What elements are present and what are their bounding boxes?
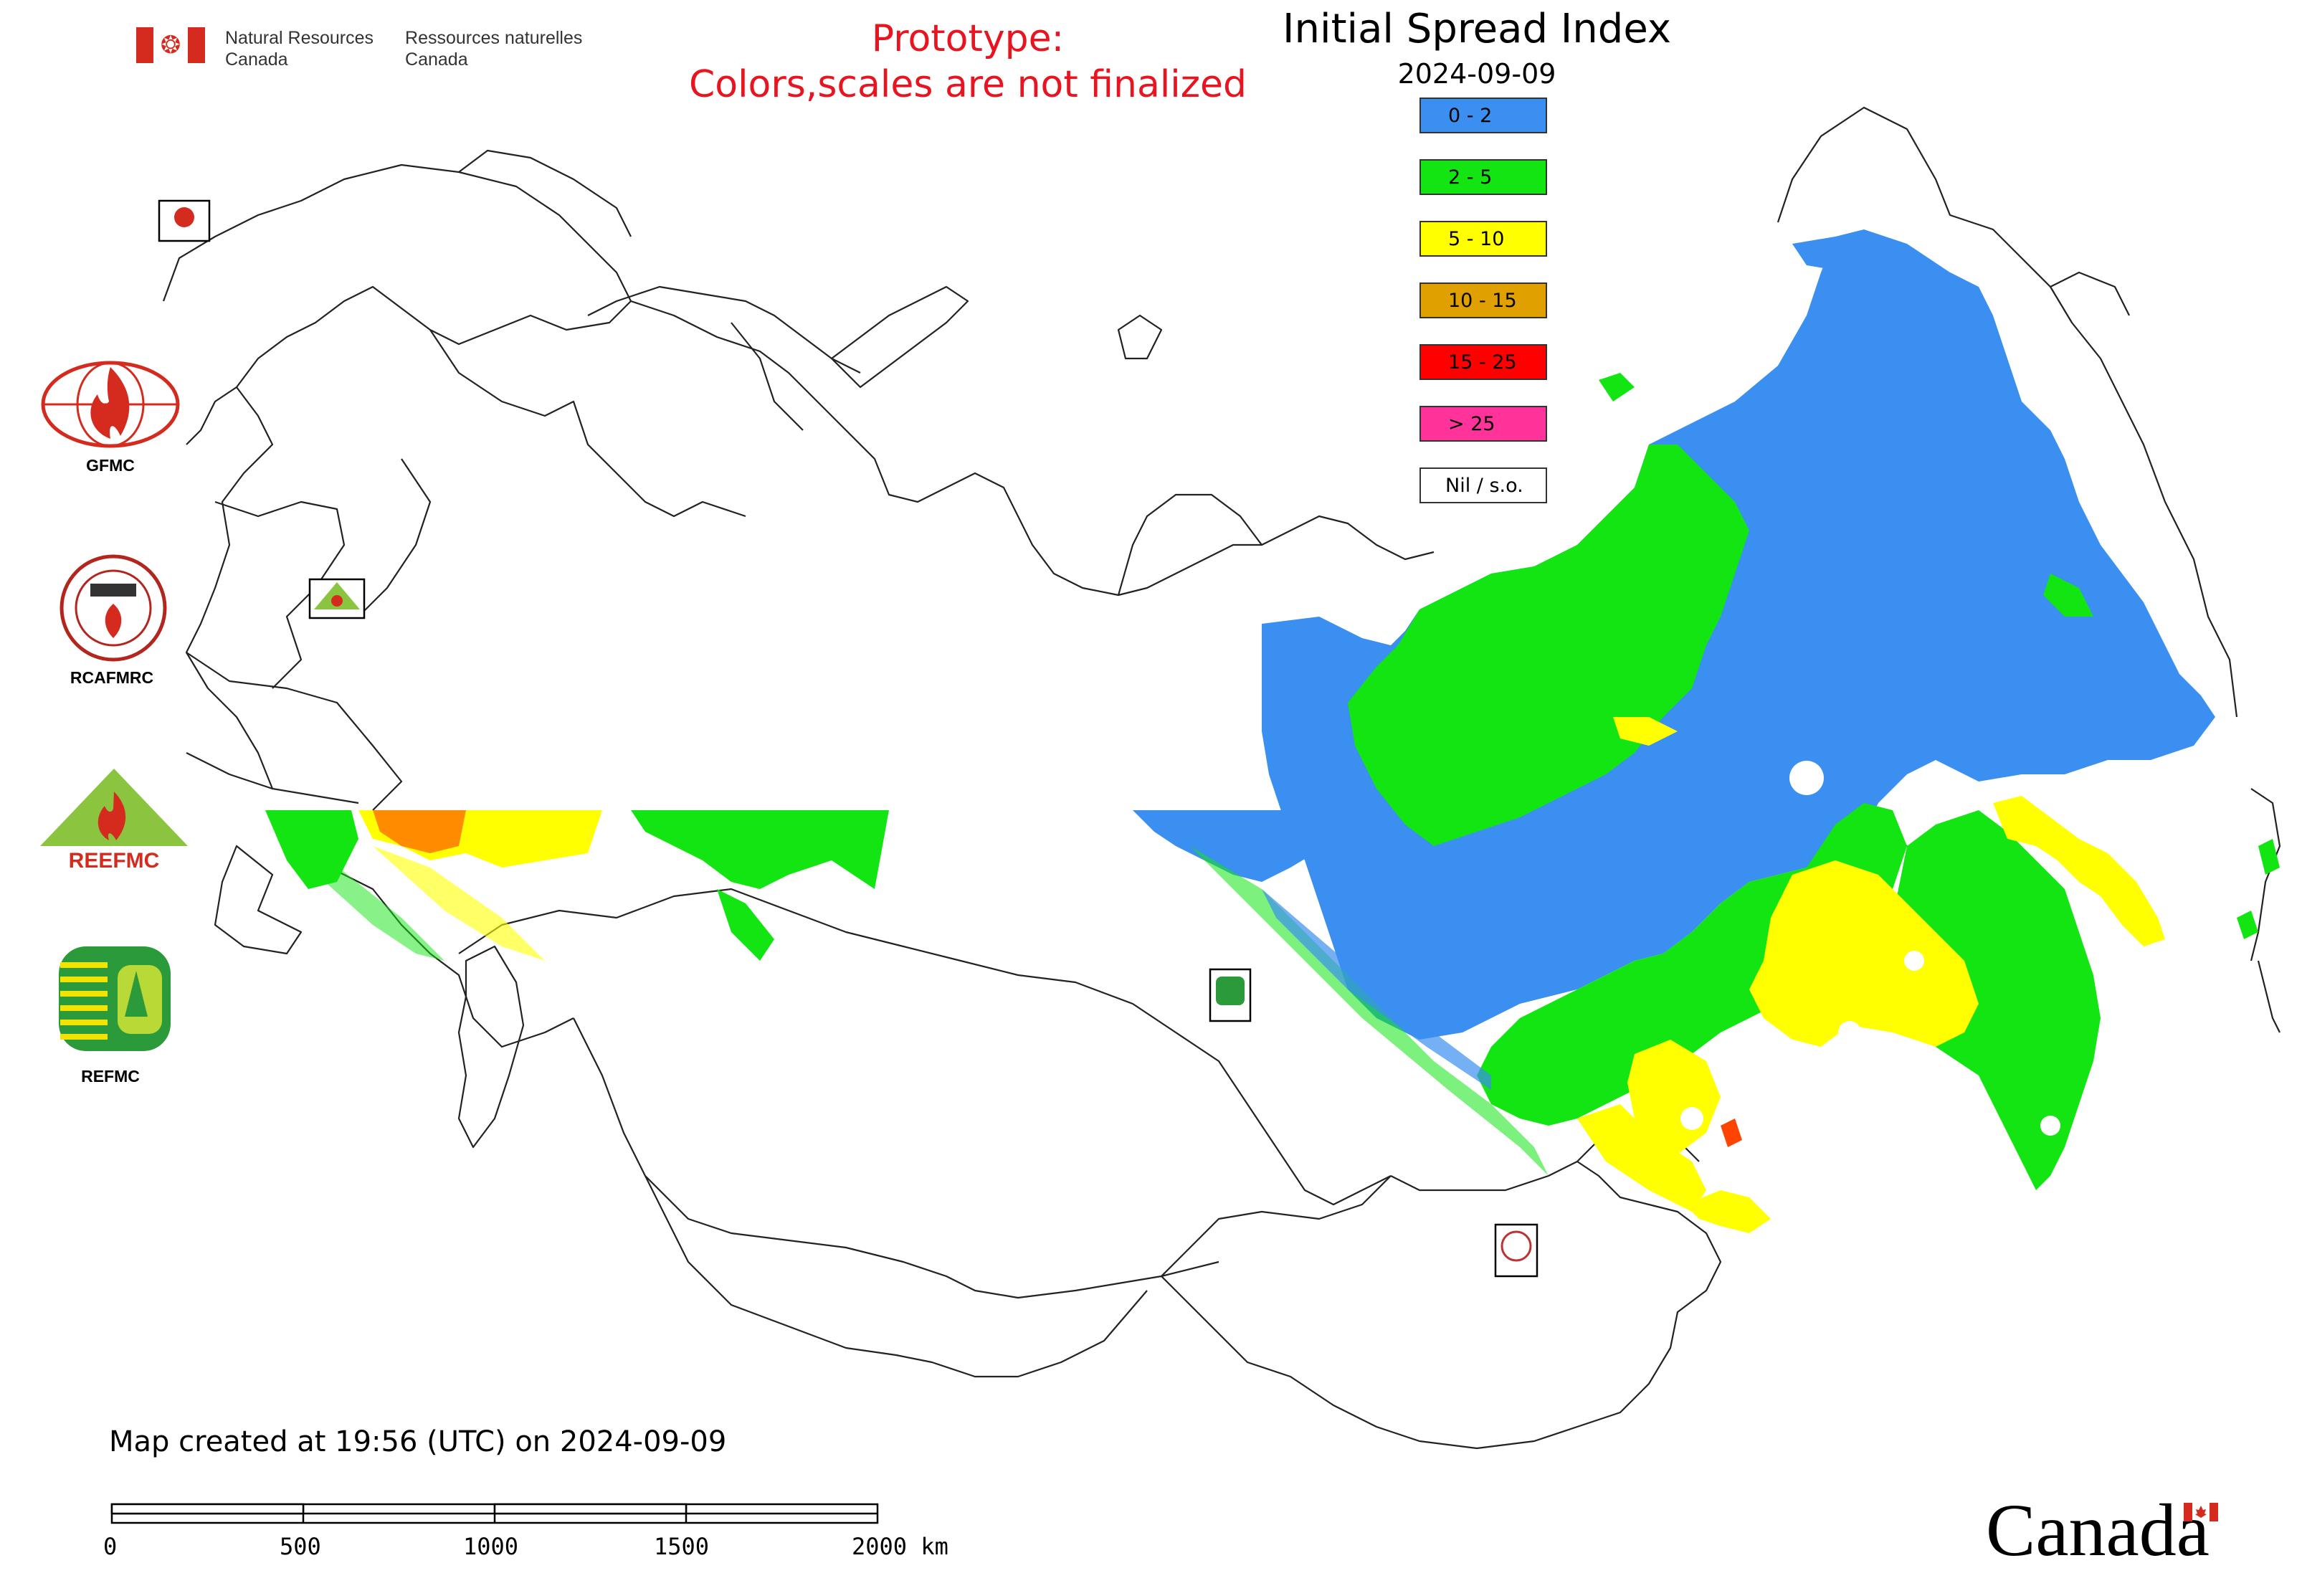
legend-item: > 25	[1419, 406, 1547, 442]
legend-item: 5 - 10	[1419, 221, 1547, 257]
scale-tick-label: 1500	[654, 1533, 710, 1560]
legend-item: 15 - 25	[1419, 344, 1547, 380]
reefmc-triangle-icon: REEFMC	[40, 769, 188, 872]
department-name-fr: Ressources naturelles Canada	[405, 28, 583, 70]
scale-tick-label: 0	[103, 1533, 118, 1560]
rcafmrc-seal-icon	[60, 554, 167, 662]
canada-wordmark-flag-icon	[2184, 1503, 2218, 1521]
legend-item: 2 - 5	[1419, 159, 1547, 195]
refmc-sigma-icon	[59, 946, 171, 1051]
legend-item: Nil / s.o.	[1419, 467, 1547, 503]
logo-caption-gfmc: GFMC	[86, 456, 135, 475]
scale-bar	[110, 1503, 879, 1524]
map-refmc-icon	[1216, 977, 1245, 1005]
legend-item: 10 - 15	[1419, 282, 1547, 318]
scale-tick-label: 500	[280, 1533, 321, 1560]
canada-wordmark: Canada	[1986, 1489, 2210, 1572]
legend: 0 - 2 2 - 5 5 - 10 10 - 15 15 - 25 > 25 …	[1419, 98, 1550, 529]
map-created-timestamp: Map created at 19:56 (UTC) on 2024-09-09	[109, 1425, 727, 1458]
scale-tick-label: 2000 km	[852, 1533, 948, 1560]
map-title: Initial Spread Index	[1283, 6, 1671, 52]
logo-caption-refmc: REFMC	[81, 1067, 140, 1086]
map-gfmc-icon	[174, 207, 194, 227]
scale-tick-label: 1000	[463, 1533, 519, 1560]
department-name-en: Natural Resources Canada	[225, 28, 374, 70]
gfmc-globe-flame-icon	[41, 361, 180, 448]
legend-item: 0 - 2	[1419, 98, 1547, 133]
isi-raster	[265, 229, 2280, 1233]
map-date: 2024-09-09	[1397, 58, 1556, 90]
government-signature: ❂ Natural Resources Canada Ressources na…	[136, 27, 582, 70]
logo-caption-rcafmrc: RCAFMRC	[70, 668, 154, 687]
canada-flag-icon: ❂	[136, 27, 205, 63]
prototype-notice: Prototype: Colors,scales are not finaliz…	[688, 17, 1247, 106]
reefmc-wordmark: REEFMC	[69, 849, 160, 872]
map-rcafmrc-icon	[1500, 1230, 1532, 1262]
